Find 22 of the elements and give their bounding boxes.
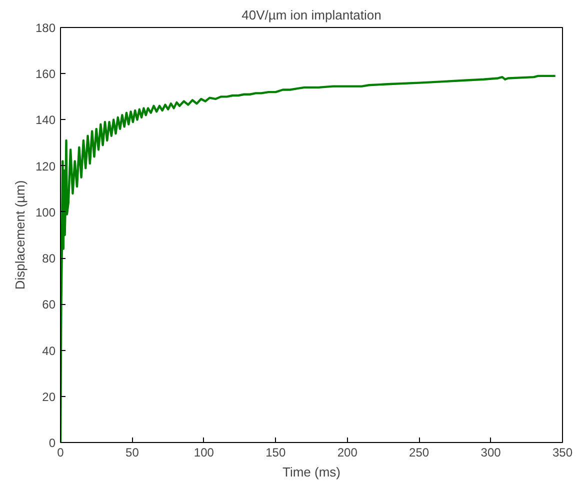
x-tick-label: 150 xyxy=(266,446,286,460)
chart-title: 40V/µm ion implantation xyxy=(242,8,382,22)
y-axis-title: Displacement (µm) xyxy=(12,180,28,290)
line-series xyxy=(60,74,556,442)
x-tick-label: 350 xyxy=(552,446,573,460)
y-tick-label: 60 xyxy=(42,298,56,312)
x-tick-label: 0 xyxy=(57,446,64,460)
y-tick-label: 140 xyxy=(35,113,56,128)
y-tick-label: 0 xyxy=(48,436,56,450)
x-tick-label: 50 xyxy=(126,446,140,460)
x-axis-title: Time (ms) xyxy=(282,464,341,480)
y-tick-label: 100 xyxy=(35,205,56,220)
x-tick-label: 200 xyxy=(337,446,358,460)
y-tick-label: 180 xyxy=(35,21,56,35)
x-tick-label: 250 xyxy=(409,446,430,460)
y-tick-label: 40 xyxy=(42,344,56,358)
y-tick-label: 20 xyxy=(42,390,56,404)
x-tick-label: 100 xyxy=(194,446,214,460)
y-tick-label: 120 xyxy=(35,159,56,174)
y-tick-label: 160 xyxy=(35,67,56,82)
x-tick-label: 300 xyxy=(480,446,502,460)
y-tick-label: 80 xyxy=(42,252,56,266)
